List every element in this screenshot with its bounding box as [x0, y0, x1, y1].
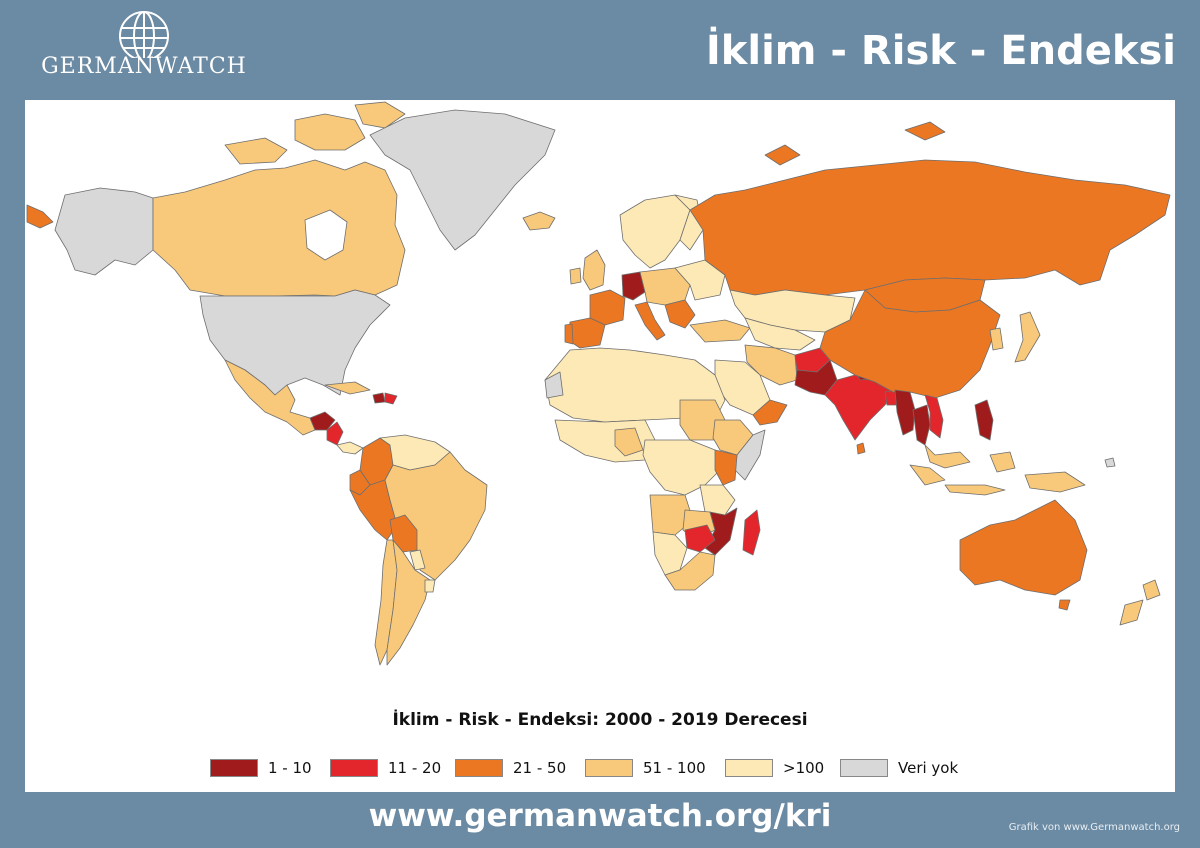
- region-new-zealand-north: [1142, 579, 1161, 601]
- region-tanzania: [699, 484, 736, 516]
- region-oman-yemen: [752, 399, 788, 426]
- region-japan: [1014, 311, 1041, 363]
- legend-swatch: [330, 759, 378, 777]
- globe-icon: [119, 11, 169, 58]
- region-kenya: [714, 449, 738, 486]
- region-sri-lanka: [856, 442, 866, 455]
- region-canadian-arctic-2: [224, 137, 288, 165]
- region-nigeria: [614, 427, 644, 457]
- graphic-credit: Grafik von www.Germanwatch.org: [1008, 822, 1180, 833]
- website-url[interactable]: www.germanwatch.org/kri: [368, 798, 832, 834]
- legend-swatch: [585, 759, 633, 777]
- region-nicaragua: [326, 421, 344, 446]
- region-portugal: [564, 323, 574, 345]
- region-norway-sweden: [619, 194, 691, 269]
- legend-swatch: [210, 759, 258, 777]
- region-dominican: [384, 392, 398, 405]
- region-philippines: [974, 399, 994, 441]
- region-new-guinea: [1024, 471, 1086, 493]
- region-france: [589, 289, 626, 326]
- map-subtitle: İklim - Risk - Endeksi: 2000 - 2019 Dere…: [392, 710, 808, 730]
- region-guatemala-honduras: [309, 411, 336, 431]
- legend-label: 1 - 10: [268, 759, 312, 777]
- region-china: [819, 289, 1001, 399]
- region-australia: [959, 499, 1088, 596]
- region-cuba: [324, 381, 371, 395]
- region-small-islands: [1104, 457, 1116, 468]
- legend-swatch: [455, 759, 503, 777]
- region-usa: [199, 289, 391, 396]
- region-zimbabwe: [684, 524, 716, 553]
- region-myanmar: [894, 389, 916, 436]
- region-russia: [689, 159, 1171, 296]
- region-indonesia-1: [909, 464, 946, 486]
- region-paraguay: [409, 549, 426, 571]
- map-panel: İklim - Risk - Endeksi: 2000 - 2019 Dere…: [25, 100, 1175, 792]
- region-argentina: [386, 539, 431, 666]
- legend-label: 51 - 100: [643, 759, 706, 777]
- region-india: [824, 374, 894, 441]
- region-uk: [582, 249, 606, 291]
- region-western-sahara: [544, 371, 564, 399]
- region-turkey: [689, 319, 751, 343]
- region-siberian-islands: [904, 121, 946, 141]
- legend-label: >100: [783, 759, 825, 777]
- region-korea: [989, 327, 1004, 351]
- region-panama: [336, 441, 364, 455]
- region-south-africa: [664, 551, 716, 591]
- region-tasmania: [1058, 599, 1071, 611]
- region-kamchatka-tip: [26, 204, 54, 229]
- world-map: [26, 101, 1171, 666]
- logo-text: GERMANWATCH: [41, 54, 247, 79]
- legend-swatch: [725, 759, 773, 777]
- region-stans: [744, 317, 816, 351]
- region-thailand: [912, 404, 931, 446]
- region-malawi-mozambique: [704, 507, 738, 556]
- region-haiti: [372, 392, 386, 404]
- region-vietnam-laos: [924, 394, 944, 439]
- region-new-zealand-south: [1119, 599, 1144, 626]
- region-novaya-zemlya: [764, 144, 801, 166]
- region-madagascar: [742, 509, 761, 556]
- legend-label: 11 - 20: [388, 759, 442, 777]
- region-italy: [634, 301, 666, 341]
- region-germany: [621, 271, 646, 301]
- region-greenland: [369, 109, 556, 251]
- region-iceland: [522, 211, 556, 231]
- footer: www.germanwatch.org/kri Grafik von www.G…: [0, 792, 1200, 848]
- region-hudson-bay: [304, 209, 348, 261]
- region-iberia: [567, 317, 606, 349]
- region-indonesia-2: [944, 484, 1006, 496]
- region-iran: [744, 344, 798, 386]
- region-canada: [152, 159, 406, 297]
- region-canadian-arctic-3: [354, 101, 406, 129]
- legend-swatch: [840, 759, 888, 777]
- legend-label: Veri yok: [898, 759, 959, 777]
- region-canadian-arctic-1: [294, 113, 366, 151]
- region-uruguay: [424, 579, 436, 593]
- header: GERMANWATCH İklim - Risk - Endeksi: [0, 0, 1200, 100]
- region-ireland: [569, 267, 582, 285]
- page-title: İklim - Risk - Endeksi: [705, 28, 1176, 74]
- region-balkans: [664, 299, 696, 329]
- legend-label: 21 - 50: [513, 759, 567, 777]
- region-alaska: [54, 187, 154, 276]
- region-malaysia: [924, 444, 971, 469]
- germanwatch-logo[interactable]: GERMANWATCH: [24, 8, 264, 94]
- region-indonesia-3: [989, 451, 1016, 473]
